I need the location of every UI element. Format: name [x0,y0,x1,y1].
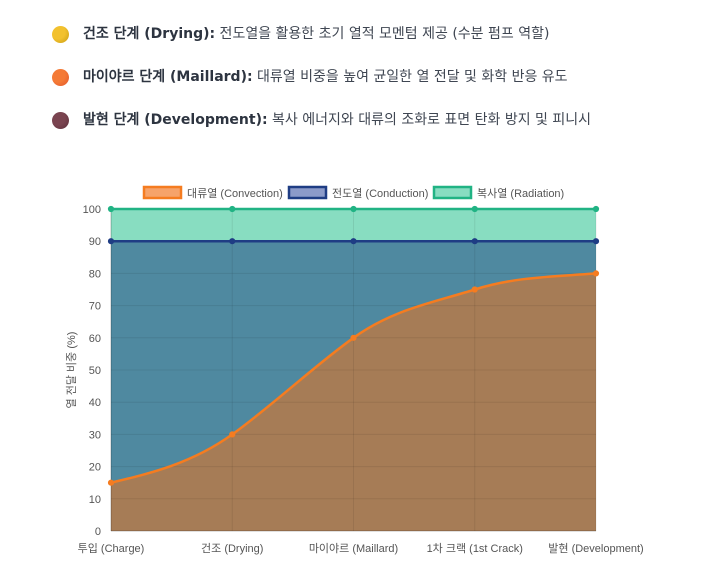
x-tick-label: 발현 (Development) [548,542,643,555]
x-tick-label: 마이야르 (Maillard) [309,542,398,555]
stage-desc: 전도열을 활용한 초기 열적 모멘텀 제공 (수분 펌프 역할) [215,26,550,42]
development-dot-icon [52,111,69,129]
data-point [229,431,236,438]
data-point [229,238,236,245]
stage-desc: 복사 에너지와 대류의 조화로 표면 탄화 방지 및 피니시 [267,112,592,128]
data-point [592,205,600,213]
maillard-dot-icon [52,68,69,86]
y-tick-label: 60 [89,333,101,345]
y-tick-label: 20 [89,462,101,474]
stage-item-drying: 건조 단계 (Drying): 전도열을 활용한 초기 열적 모멘텀 제공 (수… [52,22,549,46]
data-point [107,205,115,213]
series-area-2 [111,209,596,242]
legend-swatch [432,185,473,200]
data-point [350,238,357,245]
stage-title: 마이야르 단계 (Maillard): [83,69,253,85]
y-tick-label: 90 [89,236,101,248]
legend-swatch [142,185,183,200]
x-tick-label: 1차 크랙 (1st Crack) [427,542,523,555]
stage-text: 건조 단계 (Drying): 전도열을 활용한 초기 열적 모멘텀 제공 (수… [83,24,549,44]
data-point [471,205,478,213]
y-tick-label: 100 [83,204,101,216]
series-area-0 [111,273,596,531]
legend-swatch [287,185,328,200]
data-point [471,238,478,245]
data-point [350,334,357,341]
y-tick-label: 30 [89,429,101,441]
data-point [229,205,236,213]
chart-svg: 0 10 20 30 40 50 60 70 80 90 100 투입 (Charge) 건조 (Dry… [65,185,644,555]
data-point [350,205,357,213]
y-tick-label: 0 [95,526,101,538]
series-area-1 [111,241,596,483]
stage-text: 마이야르 단계 (Maillard): 대류열 비중을 높여 균일한 열 전달 … [83,67,568,87]
y-tick-label: 40 [89,397,101,409]
stage-title: 건조 단계 (Drying): [83,26,216,42]
y-tick-label: 70 [89,301,101,313]
heat-transfer-chart: 0 10 20 30 40 50 60 70 80 90 100 투입 (Charge) 건조 (Dry… [0,176,704,588]
data-point [107,479,115,486]
x-tick-label: 투입 (Charge) [78,542,145,555]
legend-label: 복사열 (Radiation) [477,187,564,200]
data-point [592,270,600,277]
y-tick-label: 80 [89,268,101,280]
data-point [471,286,478,293]
y-tick-label: 10 [89,494,101,506]
stage-item-development: 발현 단계 (Development): 복사 에너지와 대류의 조화로 표면 … [52,108,591,132]
legend-label: 전도열 (Conduction) [332,187,428,200]
x-tick-label: 건조 (Drying) [201,542,263,555]
data-point [592,238,600,245]
data-point [107,238,115,245]
stage-item-maillard: 마이야르 단계 (Maillard): 대류열 비중을 높여 균일한 열 전달 … [52,65,568,89]
y-axis-title: 열 전달 비중 (%) [65,332,78,409]
stage-text: 발현 단계 (Development): 복사 에너지와 대류의 조화로 표면 … [83,110,591,130]
legend-label: 대류열 (Convection) [187,187,283,200]
drying-dot-icon [52,25,69,43]
stage-title: 발현 단계 (Development): [83,112,268,128]
y-tick-label: 50 [89,365,101,377]
stage-desc: 대류열 비중을 높여 균일한 열 전달 및 화학 반응 유도 [252,69,568,85]
